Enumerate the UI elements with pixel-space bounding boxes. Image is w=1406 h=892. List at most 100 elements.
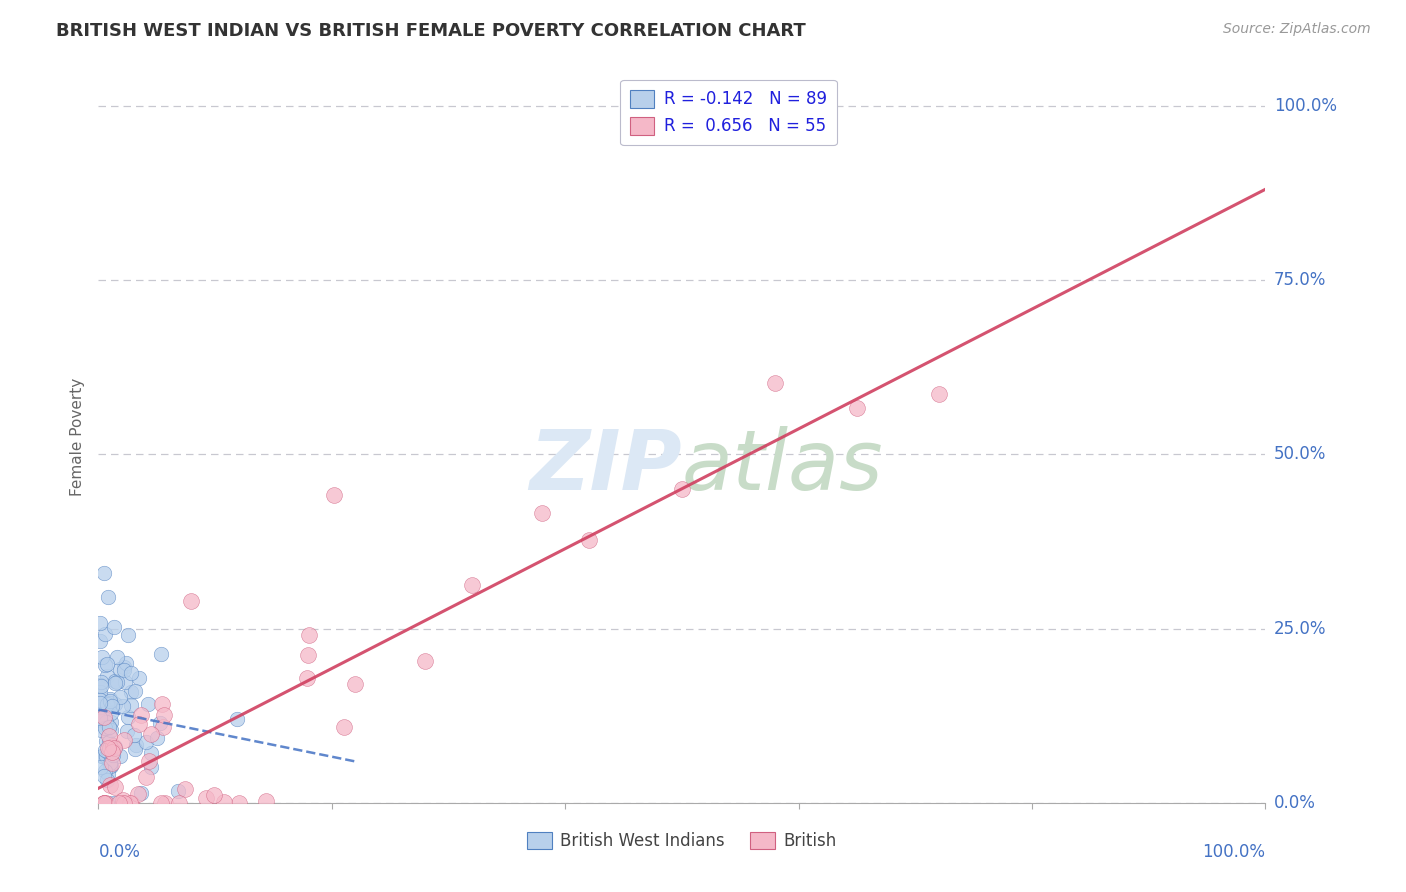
Point <box>97 767 120 781</box>
Point <box>141 746 163 760</box>
Point <box>108 662 131 676</box>
Point <box>96 773 118 788</box>
Point <box>127 787 149 801</box>
Text: 0.0%: 0.0% <box>1274 794 1316 812</box>
Point <box>105 675 128 690</box>
Point <box>112 659 135 673</box>
Point <box>120 698 142 713</box>
Point <box>100 745 122 759</box>
Point <box>578 533 600 547</box>
Point <box>180 594 202 608</box>
Point <box>89 615 111 630</box>
Point <box>100 756 122 770</box>
Point <box>128 717 150 731</box>
Point <box>115 657 138 671</box>
Point <box>202 789 225 803</box>
Point <box>90 708 112 723</box>
Point <box>135 734 157 748</box>
Point <box>114 674 136 689</box>
Point <box>105 650 128 665</box>
Point <box>226 712 249 726</box>
Point <box>101 699 124 714</box>
Point <box>90 649 112 664</box>
Point <box>332 720 354 734</box>
Point <box>195 791 218 805</box>
Point <box>94 658 117 673</box>
Point <box>97 735 120 749</box>
Text: BRITISH WEST INDIAN VS BRITISH FEMALE POVERTY CORRELATION CHART: BRITISH WEST INDIAN VS BRITISH FEMALE PO… <box>56 22 806 40</box>
Point <box>166 784 188 798</box>
Point <box>93 566 115 580</box>
Point <box>90 679 112 693</box>
Point <box>124 684 146 698</box>
Point <box>112 663 135 677</box>
Point <box>96 740 118 755</box>
Text: ZIP: ZIP <box>529 425 682 507</box>
Point <box>100 723 122 737</box>
Point <box>111 796 134 810</box>
Point <box>91 716 114 731</box>
Point <box>671 482 693 496</box>
Point <box>98 694 121 708</box>
Point <box>90 723 112 737</box>
Point <box>97 745 120 759</box>
Point <box>413 654 436 668</box>
Point <box>104 697 127 711</box>
Point <box>98 740 121 755</box>
Point <box>96 657 118 672</box>
Point <box>98 691 121 706</box>
Point <box>104 780 127 794</box>
Point <box>122 727 145 741</box>
Point <box>89 710 111 724</box>
Point <box>124 741 146 756</box>
Point <box>103 741 125 756</box>
Point <box>928 386 950 401</box>
Point <box>101 756 124 771</box>
Point <box>297 648 319 662</box>
Point <box>93 796 115 810</box>
Point <box>93 796 115 810</box>
Point <box>129 786 152 800</box>
Point <box>96 749 118 764</box>
Point <box>173 782 195 797</box>
Point <box>93 796 115 810</box>
Point <box>97 729 120 743</box>
Point <box>167 796 190 810</box>
Point <box>139 760 162 774</box>
Point <box>104 739 127 754</box>
Point <box>128 672 150 686</box>
Y-axis label: Female Poverty: Female Poverty <box>70 378 86 496</box>
Point <box>89 699 111 714</box>
Point <box>108 749 131 764</box>
Point <box>98 720 121 734</box>
Text: 25.0%: 25.0% <box>1274 620 1326 638</box>
Point <box>98 759 121 773</box>
Point <box>112 733 135 747</box>
Point <box>89 693 111 707</box>
Point <box>117 628 139 642</box>
Point <box>117 723 139 738</box>
Text: atlas: atlas <box>682 425 883 507</box>
Point <box>763 376 786 390</box>
Point <box>89 678 111 692</box>
Point <box>150 697 173 711</box>
Point <box>98 778 121 792</box>
Point <box>120 796 142 810</box>
Point <box>94 747 117 762</box>
Point <box>91 749 114 764</box>
Text: Source: ZipAtlas.com: Source: ZipAtlas.com <box>1223 22 1371 37</box>
Point <box>150 796 173 810</box>
Point <box>103 620 125 634</box>
Point <box>100 759 122 773</box>
Point <box>94 722 117 736</box>
Point <box>89 634 111 648</box>
Point <box>96 697 118 711</box>
Point <box>125 738 148 752</box>
Text: 100.0%: 100.0% <box>1274 97 1337 115</box>
Point <box>344 677 367 691</box>
Point <box>323 488 346 502</box>
Point <box>136 697 159 711</box>
Point <box>138 754 160 768</box>
Point <box>89 711 111 725</box>
Point <box>149 647 172 661</box>
